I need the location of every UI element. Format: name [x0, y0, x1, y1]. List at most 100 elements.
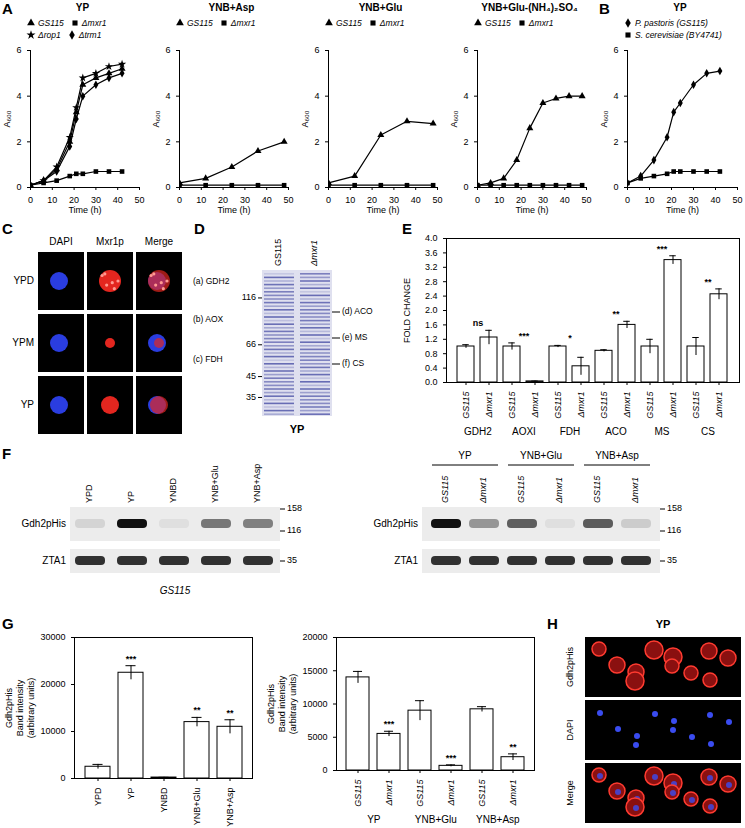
svg-text:35: 35 [246, 392, 256, 402]
svg-text:***: *** [519, 331, 530, 341]
svg-text:YP: YP [126, 491, 136, 503]
svg-text:(c) FDH: (c) FDH [193, 354, 223, 364]
svg-text:4: 4 [314, 91, 319, 101]
svg-text:30: 30 [389, 195, 399, 205]
svg-text:4: 4 [463, 91, 468, 101]
svg-text:(b) AOX: (b) AOX [193, 314, 224, 324]
svg-text:YNB+Glu: YNB+Glu [415, 814, 457, 825]
svg-text:2: 2 [16, 137, 21, 147]
svg-text:Mxr1p: Mxr1p [96, 236, 124, 247]
svg-text:6: 6 [165, 45, 170, 55]
svg-text:20000: 20000 [40, 679, 65, 689]
svg-text:FDH: FDH [560, 426, 581, 437]
svg-text:30: 30 [538, 195, 548, 205]
svg-text:2: 2 [463, 137, 468, 147]
svg-text:1.6: 1.6 [425, 320, 438, 330]
svg-text:A₆₀₀: A₆₀₀ [151, 110, 161, 127]
svg-text:116: 116 [287, 525, 301, 535]
svg-text:158: 158 [287, 503, 302, 513]
svg-text:20: 20 [69, 195, 79, 205]
svg-text:A₆₀₀: A₆₀₀ [449, 110, 459, 127]
svg-text:0.0: 0.0 [425, 377, 438, 387]
svg-text:35: 35 [287, 555, 297, 565]
svg-text:Δmxr1: Δmxr1 [554, 477, 564, 504]
svg-text:2.4: 2.4 [425, 291, 438, 301]
svg-text:GS115: GS115 [160, 585, 191, 596]
svg-text:GS115: GS115 [461, 391, 471, 419]
svg-text:Merge: Merge [565, 780, 575, 806]
svg-text:Δmxr1: Δmxr1 [384, 780, 394, 807]
svg-text:A₆₀₀: A₆₀₀ [599, 110, 609, 127]
svg-text:158: 158 [667, 503, 682, 513]
svg-text:116: 116 [667, 525, 681, 535]
svg-text:10: 10 [494, 195, 504, 205]
svg-text:MS: MS [654, 426, 669, 437]
svg-text:*: * [568, 333, 572, 343]
svg-text:GS115: GS115 [645, 391, 655, 419]
svg-text:YNB+Glu: YNB+Glu [192, 788, 202, 826]
svg-text:(a) GDH2: (a) GDH2 [193, 276, 230, 286]
svg-text:10: 10 [47, 195, 57, 205]
svg-text:Δmxr1: Δmxr1 [478, 477, 488, 504]
svg-text:Time (h): Time (h) [366, 205, 399, 215]
svg-text:GS115: GS115 [553, 391, 563, 419]
svg-text:20: 20 [666, 195, 676, 205]
svg-text:0: 0 [28, 195, 33, 205]
svg-text:0: 0 [625, 195, 630, 205]
svg-text:30: 30 [240, 195, 250, 205]
svg-text:YNB+Asp: YNB+Asp [225, 788, 235, 827]
svg-text:YPM: YPM [12, 337, 34, 348]
svg-text:YPD: YPD [93, 787, 103, 806]
svg-text:ns: ns [473, 318, 484, 328]
svg-text:Gdh2pHis: Gdh2pHis [565, 646, 575, 687]
svg-text:***: *** [657, 244, 668, 254]
svg-text:116: 116 [242, 292, 256, 302]
svg-text:**: ** [226, 708, 234, 718]
svg-text:DAPI: DAPI [565, 719, 575, 740]
svg-text:Δmxr1: Δmxr1 [484, 392, 494, 419]
svg-text:(d) ACO: (d) ACO [342, 306, 373, 316]
svg-text:2: 2 [314, 137, 319, 147]
svg-text:YNBD: YNBD [159, 787, 169, 813]
svg-text:***: *** [446, 753, 457, 763]
svg-text:GS115: GS115 [516, 475, 526, 503]
svg-text:6: 6 [16, 45, 21, 55]
svg-text:(f) CS: (f) CS [342, 358, 365, 368]
svg-text:4: 4 [165, 91, 170, 101]
svg-text:10000: 10000 [302, 699, 327, 709]
svg-text:DAPI: DAPI [49, 236, 72, 247]
svg-text:Δmxr1: Δmxr1 [576, 392, 586, 419]
svg-text:40: 40 [411, 195, 421, 205]
svg-text:GS115: GS115 [440, 475, 450, 503]
svg-text:Δmxr1: Δmxr1 [309, 240, 319, 267]
svg-text:GS115: GS115 [592, 475, 602, 503]
svg-text:30000: 30000 [40, 632, 65, 642]
svg-text:Time (h): Time (h) [666, 205, 699, 215]
svg-text:**: ** [612, 309, 620, 319]
svg-text:GS115: GS115 [477, 779, 487, 807]
svg-text:20: 20 [516, 195, 526, 205]
svg-text:FOLD CHANGE: FOLD CHANGE [402, 278, 412, 343]
svg-text:CS: CS [701, 426, 715, 437]
svg-text:50: 50 [432, 195, 442, 205]
svg-text:ZTA1: ZTA1 [394, 555, 418, 566]
svg-text:Δmxr1: Δmxr1 [668, 392, 678, 419]
svg-text:GS115: GS115 [507, 391, 517, 419]
svg-text:Δmxr1: Δmxr1 [714, 392, 724, 419]
svg-text:Δmxr1: Δmxr1 [630, 477, 640, 504]
svg-text:YNB+Glu: YNB+Glu [520, 450, 562, 461]
svg-text:50: 50 [581, 195, 591, 205]
svg-text:50: 50 [134, 195, 144, 205]
svg-text:0: 0 [613, 182, 618, 192]
svg-text:GS115: GS115 [273, 239, 283, 266]
svg-text:30: 30 [91, 195, 101, 205]
svg-text:Δmxr1: Δmxr1 [622, 392, 632, 419]
svg-text:6: 6 [314, 45, 319, 55]
svg-text:0: 0 [177, 195, 182, 205]
svg-text:GS115: GS115 [599, 391, 609, 419]
svg-text:GS115: GS115 [353, 779, 363, 807]
svg-text:Δmxr1: Δmxr1 [530, 392, 540, 419]
svg-text:YNB+Asp: YNB+Asp [595, 450, 639, 461]
svg-text:35: 35 [667, 555, 677, 565]
svg-text:40: 40 [262, 195, 272, 205]
